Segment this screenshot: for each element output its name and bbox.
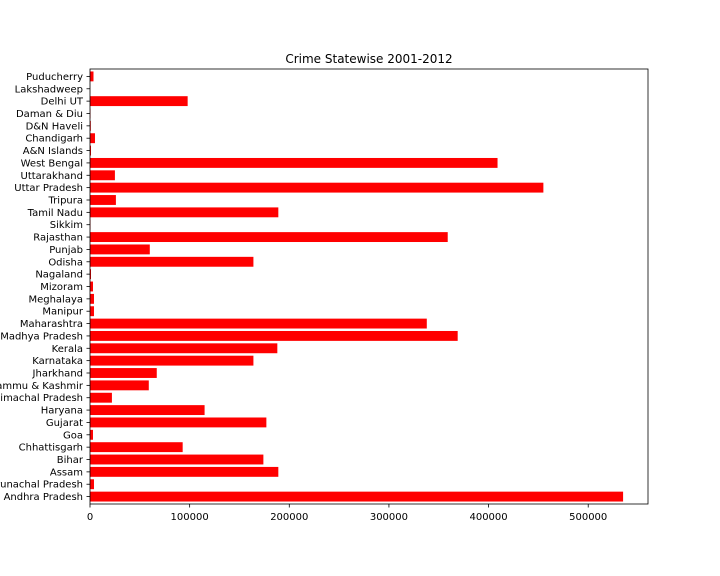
y-tick-label: Andhra Pradesh <box>4 492 83 503</box>
x-ticks: 0 100000 200000 300000 400000 500000 <box>87 504 607 523</box>
y-tick-label: Sikkim <box>50 220 83 231</box>
y-tick-label: Assam <box>50 467 83 478</box>
bar-chandigarh <box>90 133 95 144</box>
y-tick-labels: Andhra PradeshArunachal Pradesh AssamBiha… <box>0 72 84 503</box>
chart-title: Crime Statewise 2001-2012 <box>285 52 452 66</box>
y-tick-label: Nagaland <box>35 270 83 281</box>
y-tick-label: Delhi UT <box>41 97 84 108</box>
y-tick-label: Manipur <box>42 307 84 318</box>
y-tick-label: A&N Islands <box>23 146 83 157</box>
x-tick-label: 100000 <box>171 512 209 523</box>
y-tick-label: Daman & Diu <box>16 109 83 120</box>
bar-chhattisgarh <box>90 442 183 453</box>
bar-tripura <box>90 195 116 205</box>
bar-arunachal-pradesh <box>90 479 94 490</box>
plot-frame <box>89 68 649 505</box>
bar-haryana <box>90 405 205 416</box>
bar-odisha <box>90 256 254 267</box>
x-tick-label: 0 <box>87 512 93 523</box>
y-tick-label: Uttarakhand <box>21 171 83 182</box>
y-tick-label: Chhattisgarh <box>19 443 83 454</box>
y-tick-label: Haryana <box>41 406 83 417</box>
y-tick-label: Goa <box>63 430 83 441</box>
y-tick-label: Himachal Pradesh <box>0 393 83 404</box>
y-tick-label: Tripura <box>48 195 83 206</box>
bar-assam <box>90 466 279 477</box>
x-tick-label: 300000 <box>370 512 408 523</box>
y-tick-label: Jharkhand <box>32 369 83 380</box>
y-tick-label: Uttar Pradesh <box>14 183 83 194</box>
y-tick-label: Meghalaya <box>28 294 83 305</box>
bar-bihar <box>90 454 264 465</box>
y-tick-label: Madhya Pradesh <box>0 331 83 342</box>
y-tick-label: Gujarat <box>46 418 83 429</box>
bar-delhi-ut <box>90 96 188 107</box>
x-tick-label: 200000 <box>270 512 308 523</box>
y-tick-label: D&N Haveli <box>26 121 83 132</box>
bar-gujarat <box>90 417 267 428</box>
bar-goa <box>90 429 93 440</box>
bar-andhra-pradesh <box>90 491 624 502</box>
bar-mizoram <box>90 281 93 292</box>
y-tick-label: Bihar <box>57 455 84 466</box>
y-tick-label: Tamil Nadu <box>27 208 83 219</box>
y-tick-label: Mizoram <box>40 282 83 293</box>
y-ticks <box>86 76 90 497</box>
bar-uttarakhand <box>90 170 115 181</box>
y-tick-label: Karnataka <box>32 356 83 367</box>
bar-rajasthan <box>90 232 448 243</box>
y-tick-label: Odisha <box>48 257 83 268</box>
bar-himachal-pradesh <box>90 392 112 403</box>
y-tick-label: Maharashtra <box>20 319 83 330</box>
bar-jammu-kashmir <box>90 380 149 391</box>
y-tick-label: West Bengal <box>21 158 83 169</box>
y-tick-label: Puducherry <box>26 72 83 83</box>
bar-a-n-islands <box>90 145 91 156</box>
y-tick-label: Lakshadweep <box>15 84 83 95</box>
bar-kerala <box>90 343 278 354</box>
bar-maharashtra <box>90 318 427 329</box>
y-tick-label: Chandigarh <box>25 134 83 145</box>
x-tick-label: 400000 <box>469 512 507 523</box>
y-tick-label: Arunachal Pradesh <box>0 480 83 491</box>
bar-west-bengal <box>90 157 498 168</box>
bar-meghalaya <box>90 293 94 304</box>
bar-jharkhand <box>90 368 157 378</box>
bar-karnataka <box>90 355 254 366</box>
bars-group <box>90 71 624 502</box>
y-tick-label: Rajasthan <box>33 233 83 244</box>
bar-puducherry <box>90 71 94 82</box>
y-tick-label: Kerala <box>52 344 83 355</box>
bar-manipur <box>90 306 94 317</box>
x-tick-label: 500000 <box>569 512 607 523</box>
y-tick-label: Punjab <box>49 245 83 256</box>
y-tick-label: Jammu & Kashmir <box>0 381 84 392</box>
bar-uttar-pradesh <box>90 182 544 193</box>
bar-madhya-pradesh <box>90 330 458 341</box>
bar-tamil-nadu <box>90 207 279 218</box>
bar-punjab <box>90 244 150 255</box>
bar-nagaland <box>90 269 91 280</box>
